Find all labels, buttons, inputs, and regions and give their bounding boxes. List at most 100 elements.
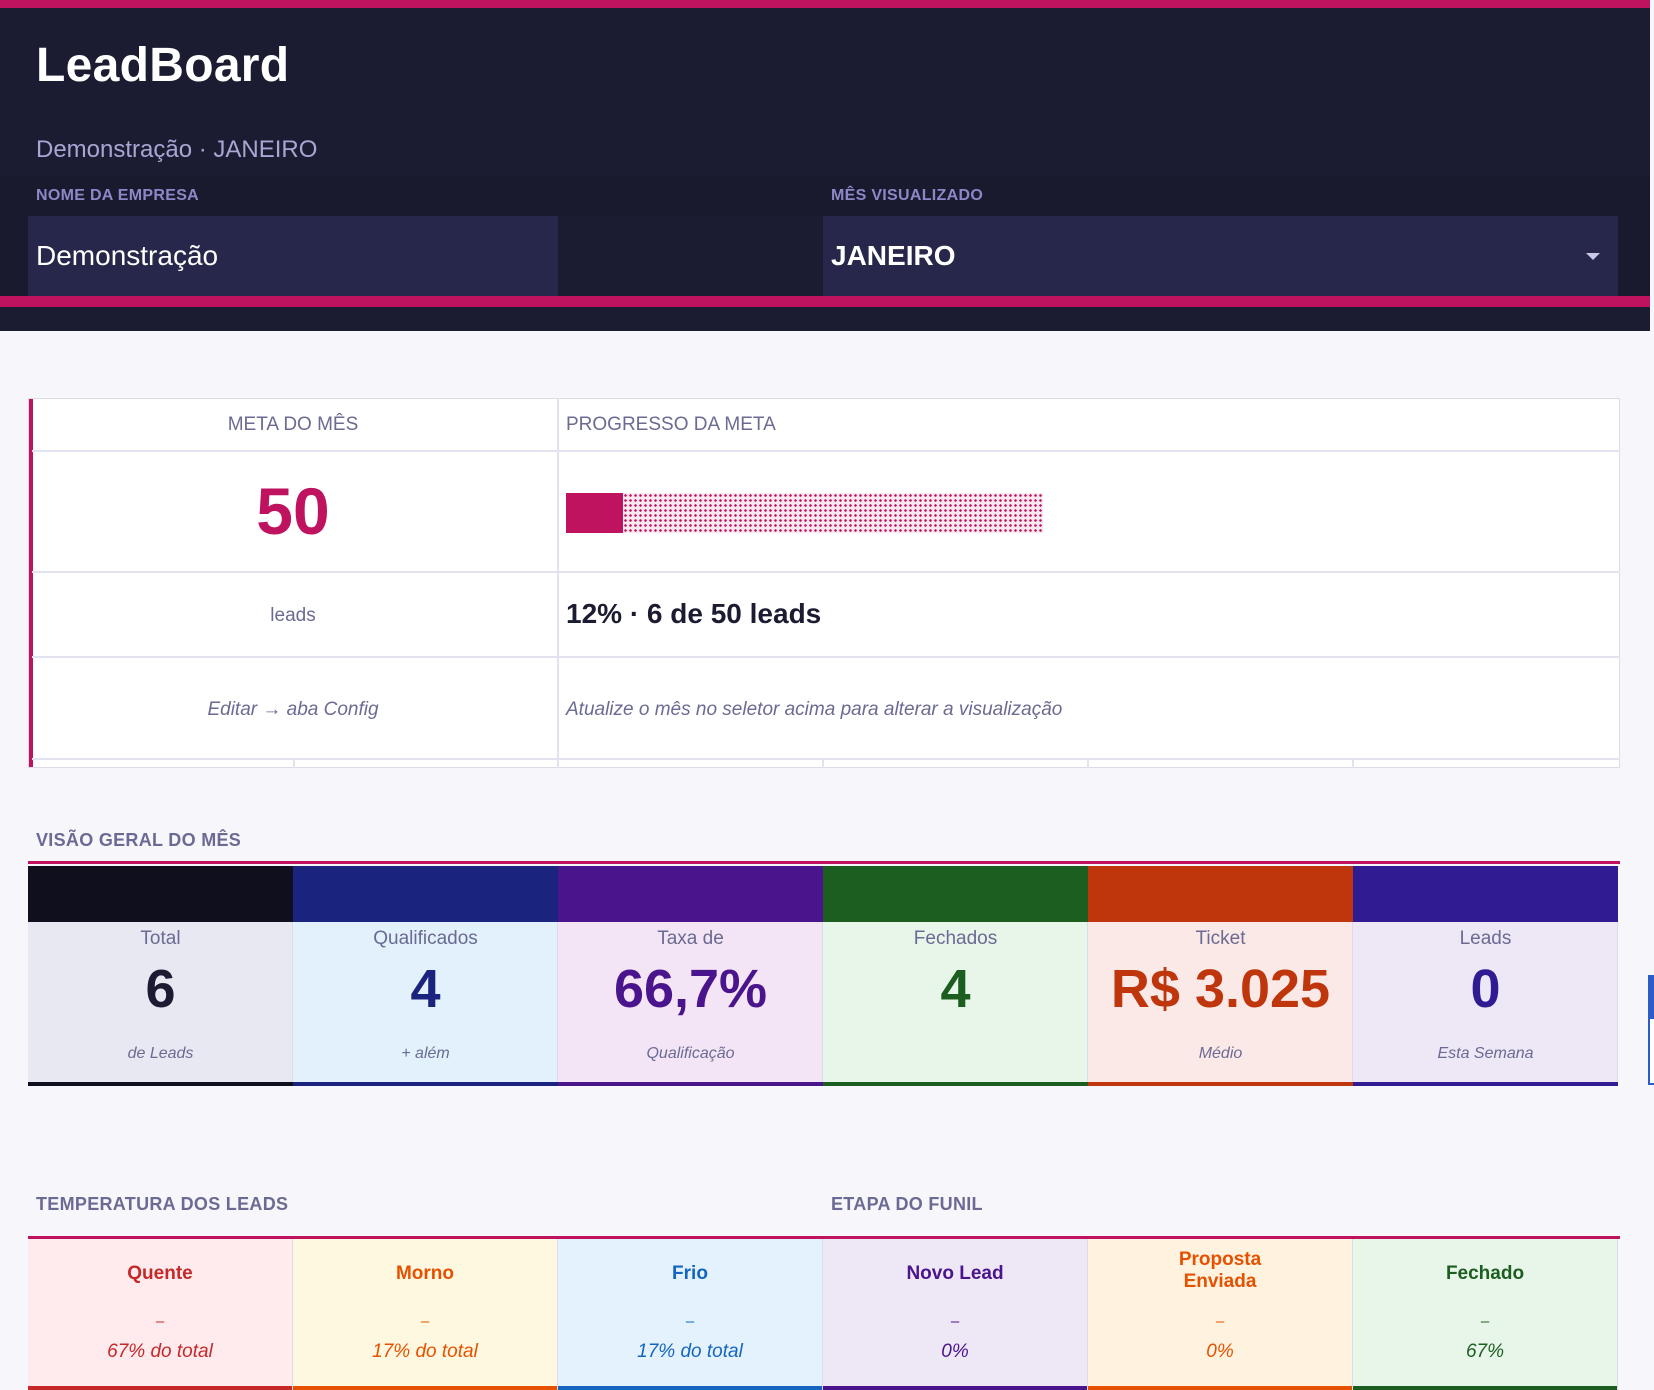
empty-cell	[558, 216, 823, 296]
month-hint: Atualize o mês no seletor acima para alt…	[566, 699, 1063, 720]
funnel-title: ETAPA DO FUNIL	[831, 1194, 983, 1214]
goal-table-accent	[29, 399, 33, 767]
divider	[557, 398, 559, 768]
kpi-card-body	[1088, 922, 1353, 1082]
kpi-sub: Qualificação	[646, 1045, 735, 1062]
company-input-value: Demonstração	[36, 240, 219, 271]
company-label: NOME DA EMPRESA	[36, 187, 200, 204]
divider	[32, 656, 1620, 658]
funnel-percent: 0%	[1206, 1341, 1234, 1362]
chevron-down-icon[interactable]	[1586, 253, 1600, 260]
goal-unit: leads	[270, 605, 316, 626]
temperature-name: Frio	[672, 1263, 708, 1284]
kpi-value: R$ 3.025	[1110, 959, 1331, 1019]
overview-line	[28, 861, 1620, 864]
kpi-card: Qualificados 4 + além	[293, 866, 558, 1086]
funnel-cell: Fechado – 67%	[1353, 1239, 1618, 1390]
overview-title: VISÃO GERAL DO MÊS	[36, 830, 242, 850]
progress-text: 12% · 6 de 50 leads	[566, 598, 822, 629]
funnel-percent: 0%	[941, 1341, 969, 1362]
kpi-card-body	[558, 922, 823, 1082]
temperature-cell: Quente – 67% do total	[28, 1239, 293, 1390]
header-accent-line	[0, 0, 1650, 8]
kpi-sub: de Leads	[127, 1045, 194, 1062]
month-select[interactable]: JANEIRO	[823, 216, 1618, 296]
kpi-value: 6	[145, 959, 176, 1019]
kpi-card-body	[823, 922, 1088, 1082]
goal-header: META DO MÊS	[227, 414, 359, 435]
kpi-value: 4	[410, 959, 441, 1019]
header: LeadBoard Demonstração · JANEIRO NOME DA…	[0, 0, 1650, 331]
kpi-card-cap	[1353, 866, 1618, 922]
kpi-card-footer	[293, 1082, 558, 1086]
funnel-footer	[1353, 1386, 1617, 1390]
funnel-dash: –	[1215, 1313, 1225, 1330]
funnel-dash: –	[950, 1313, 960, 1330]
kpi-label: Leads	[1459, 928, 1512, 949]
temperature-dash: –	[420, 1313, 430, 1330]
funnel-name: Novo Lead	[906, 1263, 1004, 1284]
funnel-footer	[823, 1386, 1087, 1390]
funnel-dash: –	[1480, 1313, 1490, 1330]
brand-title: LeadBoard	[36, 39, 290, 92]
kpi-card-body	[1353, 922, 1618, 1082]
edit-hint: Editar → aba Config	[207, 699, 379, 720]
kpi-label: Qualificados	[373, 928, 478, 949]
funnel-name: Proposta Enviada	[1178, 1249, 1262, 1292]
kpi-sub: + além	[401, 1045, 450, 1062]
progress-bar-track	[623, 493, 1043, 533]
header-accent-bar	[0, 296, 1650, 307]
divider	[822, 758, 824, 768]
temperature-percent: 17% do total	[637, 1341, 743, 1362]
month-label: MÊS VISUALIZADO	[831, 187, 984, 204]
month-select-value: JANEIRO	[831, 240, 956, 271]
temperature-footer	[28, 1386, 292, 1390]
temperature-title: TEMPERATURA DOS LEADS	[36, 1194, 289, 1214]
kpi-card-cap	[823, 866, 1088, 922]
funnel-cell: Proposta Enviada – 0%	[1088, 1239, 1353, 1390]
progress-header: PROGRESSO DA META	[566, 414, 776, 435]
funnel-percent: 67%	[1465, 1341, 1505, 1362]
kpi-card: Ticket R$ 3.025 Médio	[1088, 866, 1353, 1086]
temperature-footer	[558, 1386, 822, 1390]
funnel-footer	[1088, 1386, 1352, 1390]
side-tab[interactable]	[1648, 975, 1654, 1085]
kpi-label: Taxa de	[657, 928, 724, 949]
divider	[32, 571, 1620, 573]
funnel-cell: Novo Lead – 0%	[823, 1239, 1088, 1390]
divider	[1352, 758, 1354, 768]
temperature-cell: Frio – 17% do total	[558, 1239, 823, 1390]
progress-bar-fill	[566, 493, 623, 533]
kpi-value: 66,7%	[613, 959, 768, 1019]
kpi-label: Total	[140, 928, 181, 949]
funnel-name: Fechado	[1445, 1263, 1525, 1284]
kpi-value: 0	[1470, 959, 1501, 1019]
kpi-card: Leads 0 Esta Semana	[1353, 866, 1618, 1086]
kpi-card-body	[293, 922, 558, 1082]
kpi-card-footer	[28, 1082, 293, 1086]
kpi-card-cap	[28, 866, 293, 922]
kpi-card-body	[28, 922, 293, 1082]
temperature-percent: 67% do total	[107, 1341, 213, 1362]
header-subtitle: Demonstração · JANEIRO	[36, 136, 318, 163]
temperature-percent: 17% do total	[372, 1341, 478, 1362]
temperature-dash: –	[685, 1313, 695, 1330]
divider	[293, 758, 295, 768]
goal-value: 50	[256, 474, 330, 548]
kpi-label: Fechados	[913, 928, 998, 949]
temperature-name: Quente	[127, 1263, 193, 1284]
kpi-card: Total 6 de Leads	[28, 866, 293, 1086]
kpi-value: 4	[940, 959, 971, 1019]
kpi-sub: Esta Semana	[1437, 1045, 1534, 1062]
company-input[interactable]: Demonstração	[28, 216, 558, 296]
divider	[1087, 758, 1089, 768]
kpi-card: Taxa de 66,7% Qualificação	[558, 866, 823, 1086]
goal-table	[28, 398, 1620, 768]
kpi-card-footer	[1353, 1082, 1618, 1086]
divider	[32, 450, 1620, 452]
temperature-name: Morno	[395, 1263, 455, 1284]
kpi-card-footer	[558, 1082, 823, 1086]
kpi-card-cap	[1088, 866, 1353, 922]
kpi-card: Fechados 4	[823, 866, 1088, 1086]
kpi-card-footer	[823, 1082, 1088, 1086]
